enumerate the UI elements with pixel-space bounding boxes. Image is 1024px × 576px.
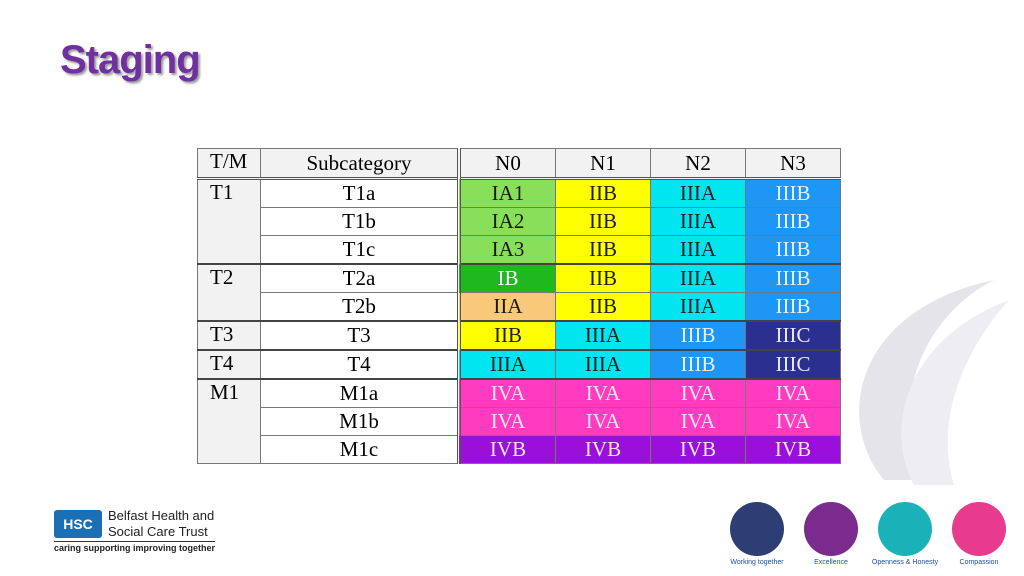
stage-cell: IA3 (458, 235, 556, 265)
icon-circle (878, 502, 932, 556)
slide-title: Staging (60, 38, 201, 82)
subcategory-cell: M1c (260, 435, 461, 464)
stage-cell: IVA (458, 378, 556, 408)
header-cell: N2 (650, 148, 746, 180)
table-row: T1b IA2 IIB IIIA IIIB (198, 207, 841, 236)
stage-cell: IIB (555, 292, 651, 322)
stage-cell: IIIA (650, 235, 746, 265)
staging-table: T/M Subcategory N0 N1 N2 N3 T1 T1a IA1 IIB IIIA III… (197, 148, 841, 464)
stage-cell: IIIA (650, 207, 746, 236)
stage-cell: IIIB (745, 292, 841, 322)
value-icon: Compassion (939, 502, 1019, 566)
value-icon: Working together (717, 502, 797, 566)
table-row: T3 T3 IIB IIIA IIIB IIIC (197, 320, 841, 351)
stage-cell: IIIB (745, 207, 841, 236)
table-row: M1 M1a IVA IVA IVA IVA (197, 378, 841, 464)
stage-cell: IA2 (458, 207, 556, 236)
stage-cell: IIB (555, 207, 651, 236)
stage-cell: IIIB (745, 235, 841, 265)
tm-cell: T3 (197, 320, 261, 351)
stage-cell: IIIA (555, 320, 651, 351)
stage-cell: IIB (555, 177, 651, 208)
table-row: T2 T2a IB IIB IIIA IIIB (197, 263, 841, 322)
stage-cell: IVA (650, 378, 746, 408)
icon-label: Openness & Honesty (871, 559, 939, 566)
tm-cell: M1 (197, 378, 261, 464)
icon-label: Working together (730, 559, 784, 566)
stage-cell: IVB (458, 435, 556, 464)
stage-cell: IIIA (650, 263, 746, 293)
header-cell: N0 (458, 148, 556, 180)
subcategory-cell: T1b (260, 207, 461, 236)
stage-cell: IB (458, 263, 556, 293)
logo-line: Belfast Health and (108, 508, 215, 523)
stage-cell: IA1 (458, 177, 556, 208)
subcategory-cell: T1c (260, 235, 461, 265)
stage-cell: IVB (555, 435, 651, 464)
subcategory-cell: M1a (260, 378, 461, 408)
stage-cell: IVA (555, 407, 651, 436)
stage-cell: IVA (745, 378, 841, 408)
stage-cell: IVB (745, 435, 841, 464)
stage-cell: IVA (650, 407, 746, 436)
subcategory-cell: T4 (260, 349, 461, 380)
tm-cell: T4 (197, 349, 261, 380)
stage-cell: IIIC (745, 320, 841, 351)
stage-cell: IVA (745, 407, 841, 436)
logo-tagline: caring supporting improving together (54, 541, 216, 553)
header-cell: Subcategory (260, 148, 461, 180)
table-row: T1 T1a IA1 IIB IIIA IIIB (197, 177, 841, 265)
icon-circle (952, 502, 1006, 556)
icon-label: Excellence (814, 559, 848, 566)
value-icon: Excellence (791, 502, 871, 566)
stage-cell: IVA (458, 407, 556, 436)
stage-cell: IIIC (745, 349, 841, 380)
tm-cell: T2 (197, 263, 261, 322)
table-row: M1b IVA IVA IVA IVA (198, 407, 841, 436)
stage-cell: IIB (458, 320, 556, 351)
logo-line: Social Care Trust (108, 524, 208, 539)
table-row: M1c IVB IVB IVB IVB (198, 435, 841, 464)
stage-cell: IIIA (458, 349, 556, 380)
subcategory-cell: T3 (260, 320, 461, 351)
stage-cell: IIA (458, 292, 556, 322)
icon-circle (730, 502, 784, 556)
icon-label: Compassion (959, 559, 999, 566)
stage-cell: IIB (555, 235, 651, 265)
stage-cell: IIIB (650, 349, 746, 380)
stage-cell: IIIA (650, 177, 746, 208)
subcategory-cell: M1b (260, 407, 461, 436)
stage-cell: IIIB (745, 177, 841, 208)
stage-cell: IIIA (650, 292, 746, 322)
subcategory-cell: T1a (260, 177, 461, 208)
stage-cell: IIIB (650, 320, 746, 351)
stage-cell: IIB (555, 263, 651, 293)
header-row: T/M Subcategory N0 N1 N2 N3 (197, 148, 841, 180)
table-row: T2b IIA IIB IIIA IIIB (198, 292, 841, 322)
stage-cell: IIIA (555, 349, 651, 380)
subcategory-cell: T2b (260, 292, 461, 322)
decor-swirl (859, 280, 1009, 485)
table-row: T1c IA3 IIB IIIA IIIB (198, 235, 841, 265)
icon-circle (804, 502, 858, 556)
header-cell: T/M (197, 148, 261, 180)
stage-cell: IVB (650, 435, 746, 464)
subcategory-cell: T2a (260, 263, 461, 293)
stage-cell: IIIB (745, 263, 841, 293)
logo-badge: HSC (54, 510, 102, 538)
header-cell: N1 (555, 148, 651, 180)
tm-cell: T1 (197, 177, 261, 265)
header-cell: N3 (745, 148, 841, 180)
table-row: T4 T4 IIIA IIIA IIIB IIIC (197, 349, 841, 380)
stage-cell: IVA (555, 378, 651, 408)
value-icon: Openness & Honesty (865, 502, 945, 566)
